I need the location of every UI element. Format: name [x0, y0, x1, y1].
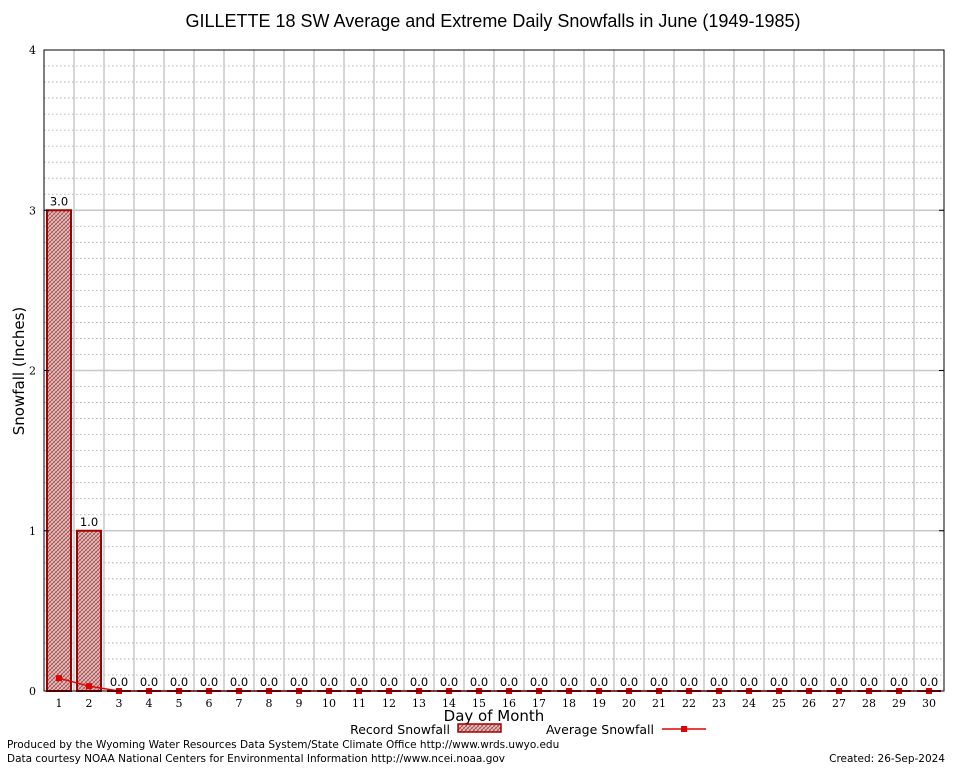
y-tick-label: 1 [29, 525, 36, 538]
x-tick-label: 8 [266, 697, 273, 710]
x-tick-label: 13 [412, 697, 426, 710]
record-value-label: 0.0 [260, 675, 278, 689]
record-value-label: 0.0 [470, 675, 488, 689]
y-tick-label: 0 [29, 685, 36, 698]
legend: Record Snowfall Average Snowfall [350, 722, 706, 737]
x-tick-label: 14 [442, 697, 456, 710]
record-bars [46, 209, 941, 692]
legend-average-label: Average Snowfall [546, 722, 654, 737]
record-value-label: 1.0 [80, 515, 98, 529]
x-tick-label: 24 [742, 697, 756, 710]
x-axis-label: Day of Month [444, 707, 545, 725]
x-tick-label: 23 [712, 697, 726, 710]
x-tick-label: 25 [772, 697, 786, 710]
x-tick-label: 30 [922, 697, 936, 710]
x-tick-label: 16 [502, 697, 516, 710]
x-tick-label: 2 [86, 697, 93, 710]
y-tick-label: 4 [29, 44, 36, 57]
record-value-label: 0.0 [680, 675, 698, 689]
record-value-label: 0.0 [620, 675, 638, 689]
record-value-label: 0.0 [230, 675, 248, 689]
record-value-label: 0.0 [890, 675, 908, 689]
record-value-label: 0.0 [500, 675, 518, 689]
y-axis-label: Snowfall (Inches) [10, 307, 28, 435]
footer-created-date: Created: 26-Sep-2024 [829, 753, 945, 765]
x-tick-label: 22 [682, 697, 696, 710]
record-value-label: 0.0 [530, 675, 548, 689]
x-axis-ticks: 1 2 3 4 5 6 7 8 9 10 11 12 13 14 15 16 17 18 19 20 21 22 23 24 2… [56, 697, 937, 710]
chart-title: GILLETTE 18 SW Average and Extreme Daily… [186, 11, 801, 31]
x-tick-label: 3 [116, 697, 123, 710]
record-value-label: 0.0 [740, 675, 758, 689]
value-labels: 3.0 1.0 0.0 0.0 0.0 0.0 0.0 0.0 0.0 0.0 0.0 0.0 0.0 0… [50, 194, 938, 689]
x-tick-label: 17 [532, 697, 546, 710]
record-value-label: 0.0 [920, 675, 938, 689]
record-value-label: 0.0 [110, 675, 128, 689]
x-tick-label: 27 [832, 697, 846, 710]
x-tick-label: 6 [206, 697, 213, 710]
grid [44, 50, 944, 691]
record-value-label: 0.0 [410, 675, 428, 689]
record-value-label: 0.0 [830, 675, 848, 689]
x-tick-label: 19 [592, 697, 606, 710]
legend-average-marker [681, 726, 687, 732]
x-tick-label: 29 [892, 697, 906, 710]
x-tick-label: 26 [802, 697, 816, 710]
record-bar [46, 209, 72, 692]
x-tick-label: 12 [382, 697, 396, 710]
legend-record-label: Record Snowfall [350, 722, 450, 737]
record-value-label: 0.0 [440, 675, 458, 689]
x-tick-label: 4 [146, 697, 153, 710]
record-value-label: 0.0 [710, 675, 728, 689]
record-value-label: 0.0 [560, 675, 578, 689]
x-tick-label: 15 [472, 697, 486, 710]
y-tick-label: 2 [29, 365, 36, 378]
legend-record-swatch [457, 723, 502, 733]
average-point [86, 683, 92, 690]
record-value-label: 0.0 [380, 675, 398, 689]
footer-credit-wrds: Produced by the Wyoming Water Resources … [7, 739, 559, 751]
record-value-label: 0.0 [800, 675, 818, 689]
x-tick-label: 1 [56, 697, 63, 710]
x-tick-label: 18 [562, 697, 576, 710]
record-bar [76, 529, 102, 692]
footer-credit-noaa: Data courtesy NOAA National Centers for … [7, 753, 505, 765]
x-tick-label: 28 [862, 697, 876, 710]
record-value-label: 0.0 [290, 675, 308, 689]
y-axis-ticks: 0 1 2 3 4 [29, 44, 944, 698]
record-value-label: 0.0 [170, 675, 188, 689]
record-value-label: 0.0 [350, 675, 368, 689]
record-value-label: 0.0 [860, 675, 878, 689]
record-value-label: 0.0 [590, 675, 608, 689]
record-value-label: 0.0 [650, 675, 668, 689]
record-value-label: 0.0 [200, 675, 218, 689]
y-tick-label: 3 [29, 204, 36, 217]
x-tick-label: 9 [296, 697, 303, 710]
x-tick-label: 7 [236, 697, 243, 710]
x-tick-label: 11 [352, 697, 366, 710]
record-value-label: 0.0 [320, 675, 338, 689]
record-value-label: 3.0 [50, 194, 68, 208]
record-value-label: 0.0 [770, 675, 788, 689]
record-value-label: 0.0 [140, 675, 158, 689]
x-tick-label: 5 [176, 697, 183, 710]
average-point [56, 675, 62, 682]
x-tick-label: 21 [652, 697, 666, 710]
x-tick-label: 10 [322, 697, 336, 710]
x-tick-label: 20 [622, 697, 636, 710]
